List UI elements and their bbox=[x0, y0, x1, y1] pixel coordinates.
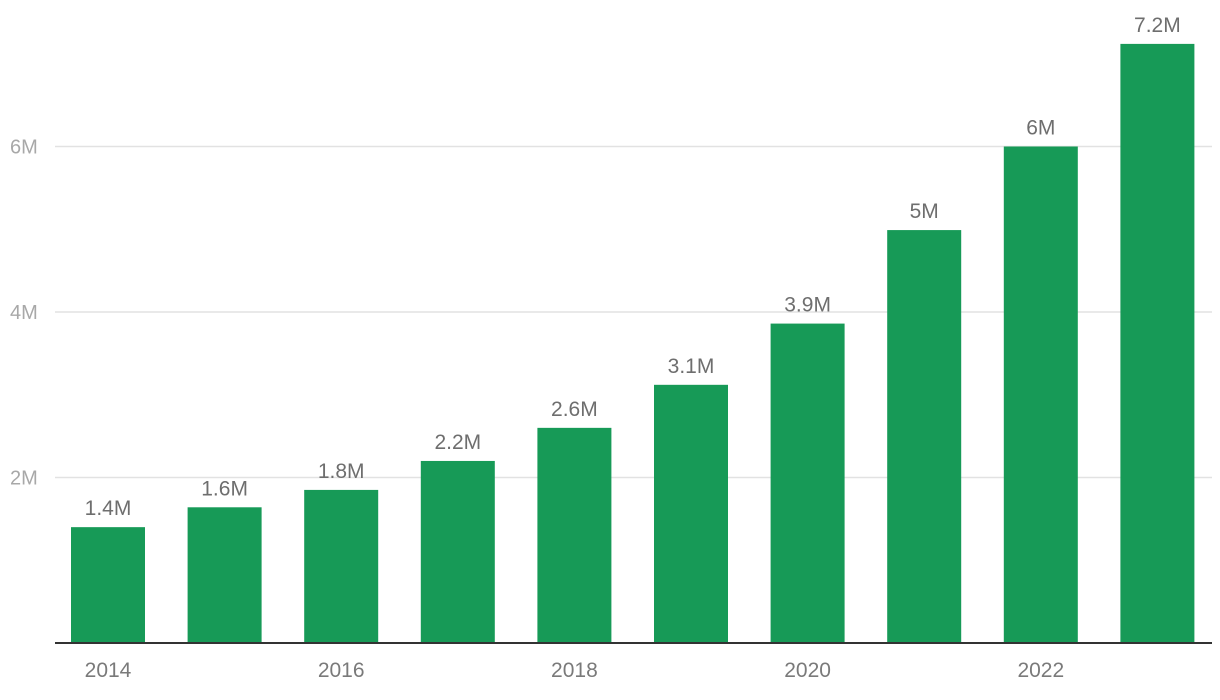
bar bbox=[887, 230, 962, 643]
data-label: 5M bbox=[910, 200, 939, 223]
data-label: 1.8M bbox=[318, 460, 365, 483]
x-tick-label: 2018 bbox=[551, 659, 598, 682]
bar bbox=[770, 323, 845, 643]
data-label: 3.9M bbox=[784, 294, 831, 317]
x-tick-label: 2020 bbox=[784, 659, 831, 682]
data-label: 6M bbox=[1026, 117, 1055, 140]
data-label: 2.6M bbox=[551, 398, 598, 421]
data-labels: 1.4M 1.6M 1.8M 2.2M 2.6M 3.1M 3.9M 5M 6M 7.2M bbox=[85, 14, 1181, 520]
data-label: 1.6M bbox=[201, 477, 248, 500]
bar bbox=[1120, 43, 1195, 643]
bar bbox=[71, 527, 145, 643]
bar bbox=[420, 460, 495, 643]
y-tick-label: 4M bbox=[10, 302, 38, 324]
bar bbox=[187, 507, 262, 643]
bar bbox=[654, 384, 728, 643]
bar bbox=[537, 427, 612, 643]
data-label: 7.2M bbox=[1134, 14, 1181, 37]
bars bbox=[71, 43, 1195, 643]
axes: 2M 4M 6M 2014 2016 2018 2020 2022 bbox=[10, 137, 1212, 682]
x-tick-label: 2014 bbox=[85, 659, 132, 682]
data-label: 3.1M bbox=[668, 355, 715, 378]
x-tick-label: 2022 bbox=[1017, 659, 1064, 682]
data-label: 1.4M bbox=[85, 497, 132, 520]
y-tick-label: 6M bbox=[10, 137, 38, 159]
y-tick-label: 2M bbox=[10, 468, 38, 490]
data-label: 2.2M bbox=[434, 431, 481, 454]
bar bbox=[304, 489, 379, 643]
x-tick-label: 2016 bbox=[318, 659, 365, 682]
bar bbox=[1003, 146, 1078, 643]
